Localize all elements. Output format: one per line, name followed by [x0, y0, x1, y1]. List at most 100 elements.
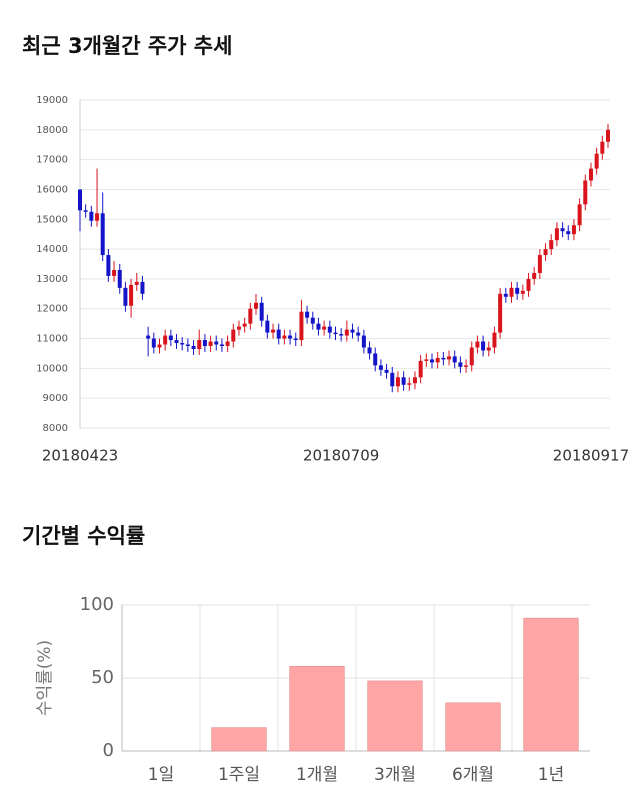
chart-title: 기간별 수익률	[22, 524, 145, 548]
candle-body	[464, 365, 469, 367]
candle-body	[515, 287, 520, 294]
candle-body	[208, 341, 213, 346]
x-tick-label: 1년	[538, 765, 564, 785]
candle-body	[236, 326, 241, 330]
bar	[523, 617, 579, 752]
candle-body	[265, 320, 270, 333]
y-tick-label: 11000	[36, 334, 68, 345]
x-tick-label: 20180917	[553, 447, 629, 465]
candle-body	[293, 338, 298, 341]
candle-body	[526, 278, 531, 291]
candle-body	[299, 311, 304, 341]
candle-body	[458, 362, 463, 367]
x-tick-label: 6개월	[452, 765, 494, 785]
candle-body	[242, 323, 247, 327]
candle-body	[469, 347, 474, 366]
y-tick-label: 50	[91, 667, 114, 688]
bar	[445, 702, 501, 752]
candle-body	[498, 293, 503, 333]
candle-body	[248, 308, 253, 324]
x-tick-label: 20180423	[42, 447, 118, 465]
candle-body	[401, 377, 406, 385]
candle-body	[106, 255, 111, 276]
candle-body	[543, 249, 548, 256]
candle-body	[123, 287, 128, 306]
y-tick-label: 0	[103, 740, 114, 761]
candle-body	[447, 356, 452, 360]
candle-body	[310, 317, 315, 324]
candle-body	[117, 269, 122, 288]
candle-body	[571, 225, 576, 235]
y-tick-label: 13000	[36, 274, 68, 285]
candle-body	[412, 377, 417, 384]
candle-body	[549, 240, 554, 250]
y-tick-label: 10000	[36, 363, 68, 374]
candle-body	[441, 357, 446, 360]
candle-body	[327, 326, 332, 333]
y-tick-label: 19000	[36, 95, 68, 106]
candle-body	[288, 335, 293, 339]
candle-body	[276, 329, 281, 339]
candle-body	[339, 334, 344, 336]
candle-body	[418, 360, 423, 378]
candle-body	[361, 335, 366, 348]
candle-body	[378, 365, 383, 370]
y-tick-label: 18000	[36, 125, 68, 136]
candle-body	[163, 335, 168, 345]
candle-body	[509, 287, 514, 297]
candle-body	[560, 228, 565, 232]
x-tick-label: 1일	[148, 765, 174, 785]
candle-body	[367, 347, 372, 354]
candle-body	[424, 359, 429, 361]
candle-body	[430, 359, 434, 363]
y-tick-label: 14000	[36, 244, 68, 255]
candle-body	[231, 329, 236, 342]
candle-body	[475, 341, 480, 348]
candle-body	[140, 281, 145, 294]
y-tick-label: 100	[80, 594, 114, 615]
candle-body	[134, 281, 139, 285]
candle-body	[486, 347, 491, 351]
candle-body	[146, 335, 151, 339]
candle-body	[89, 211, 94, 221]
candle-body	[481, 341, 486, 351]
candle-body	[333, 332, 338, 335]
candle-body	[316, 323, 321, 330]
y-tick-label: 17000	[36, 155, 68, 166]
candle-body	[350, 329, 355, 333]
candle-body	[271, 329, 276, 333]
candle-body	[174, 340, 179, 344]
candle-body	[395, 377, 400, 387]
x-tick-label: 1개월	[296, 765, 338, 785]
candle-body	[185, 344, 190, 346]
y-tick-label: 9000	[43, 393, 68, 404]
candle-body	[344, 329, 349, 336]
candle-body	[191, 346, 196, 349]
y-axis-label: 수익률(%)	[35, 640, 55, 716]
bar	[211, 727, 267, 752]
candle-body	[435, 357, 440, 363]
candle-body	[566, 231, 571, 235]
candle-body	[83, 210, 88, 212]
candle-body	[322, 326, 327, 330]
candle-body	[373, 353, 378, 366]
candle-body	[259, 302, 264, 321]
candle-body	[305, 311, 310, 318]
candle-body	[202, 340, 207, 346]
candle-body	[282, 335, 287, 339]
candle-body	[151, 338, 156, 348]
candle-body	[356, 332, 361, 336]
candle-body	[390, 372, 395, 387]
x-tick-label: 20180709	[303, 447, 379, 465]
candle-body	[606, 129, 610, 142]
y-tick-label: 16000	[36, 184, 68, 195]
y-tick-label: 8000	[43, 423, 68, 434]
x-tick-label: 3개월	[374, 765, 416, 785]
candle-body	[554, 228, 559, 241]
candle-body	[95, 213, 100, 221]
x-tick-label: 1주일	[218, 765, 260, 785]
candle-body	[112, 269, 117, 276]
y-tick-label: 12000	[36, 304, 68, 315]
candle-body	[214, 341, 219, 345]
